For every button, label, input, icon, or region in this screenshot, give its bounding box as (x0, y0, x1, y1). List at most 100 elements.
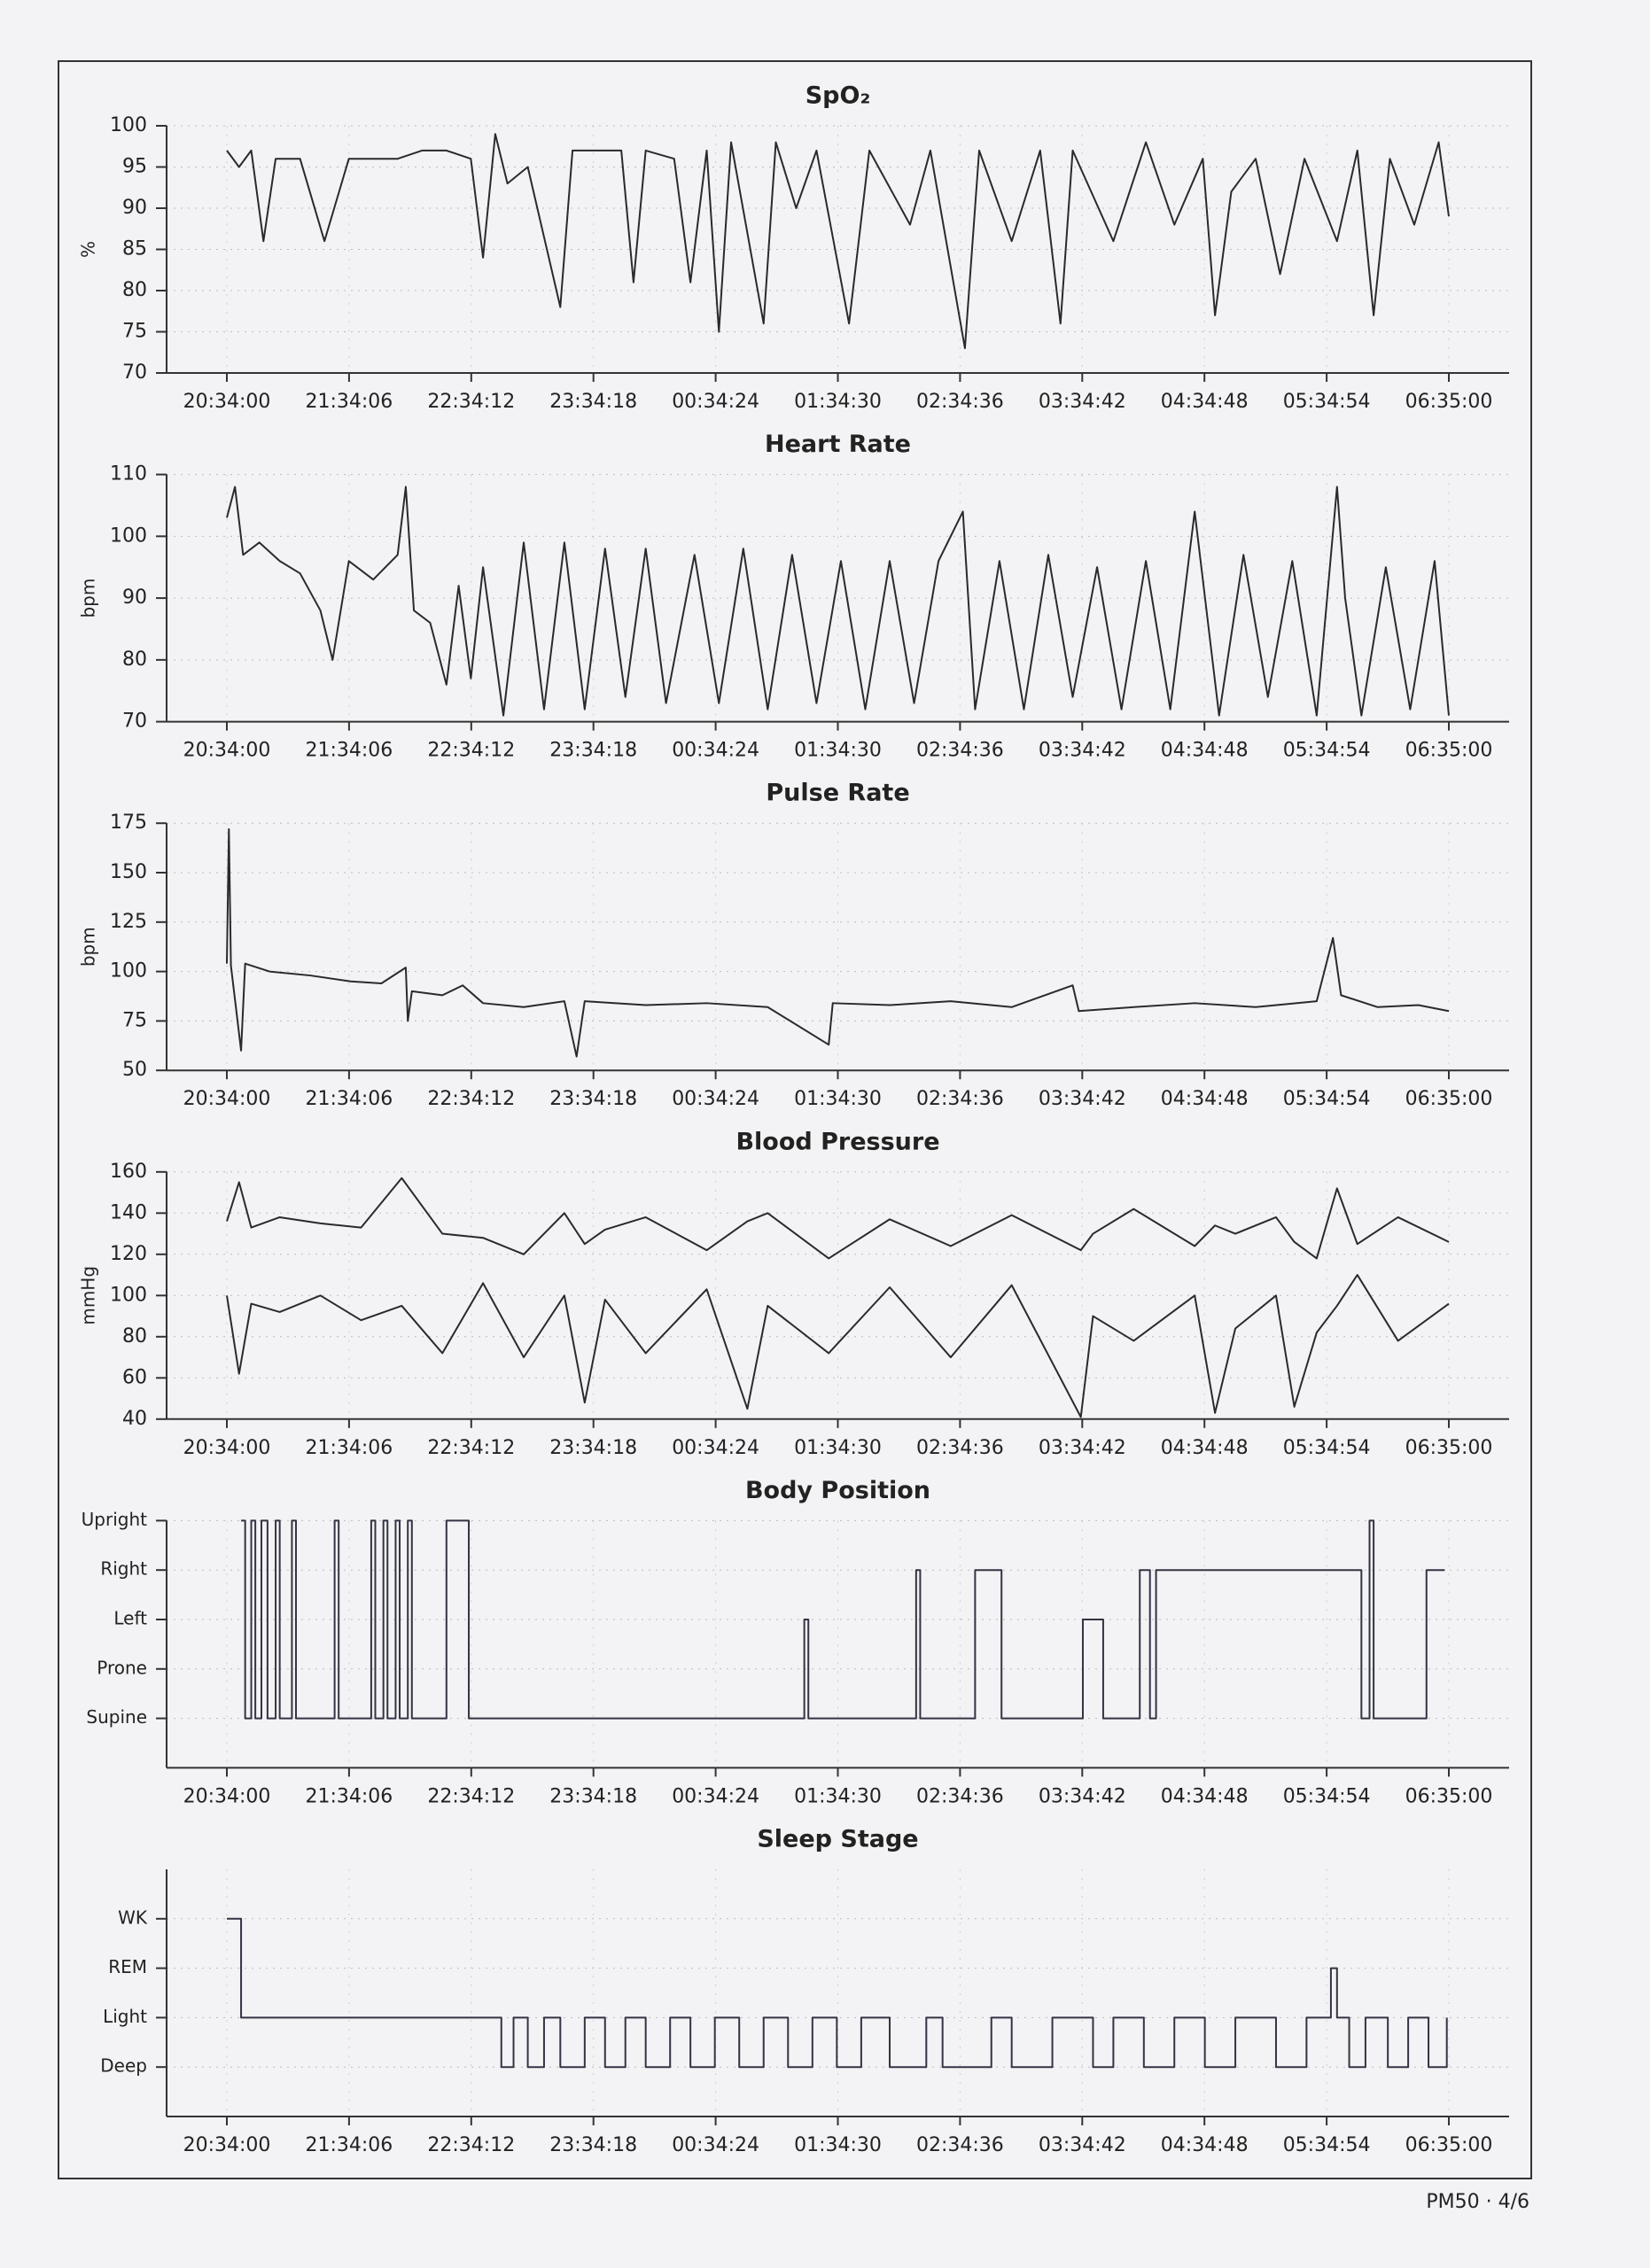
data-line (226, 827, 1450, 1058)
x-tick-label: 20:34:00 (183, 2134, 271, 2156)
y-tick-label: 75 (122, 321, 147, 343)
x-tick-label: 21:34:06 (305, 2134, 393, 2156)
x-tick-label: 20:34:00 (183, 1088, 271, 1110)
chart-title: Heart Rate (765, 431, 911, 458)
y-tick-label: Light (103, 2006, 147, 2027)
x-tick-label: 03:34:42 (1039, 1088, 1126, 1110)
x-tick-label: 01:34:30 (794, 2134, 882, 2156)
x-tick-label: 01:34:30 (794, 1437, 882, 1459)
x-tick-label: 23:34:18 (549, 740, 637, 762)
page-frame (58, 60, 1532, 2179)
y-tick-label: 60 (122, 1366, 147, 1388)
y-axis-label: % (78, 241, 99, 258)
x-tick-label: 06:35:00 (1405, 391, 1493, 413)
x-tick-label: 01:34:30 (794, 1088, 882, 1110)
y-tick-label: 140 (110, 1201, 147, 1223)
y-tick-label: Left (113, 1608, 147, 1629)
x-tick-label: 02:34:36 (916, 2134, 1004, 2156)
footer: PM50 · 4/6 (1426, 2191, 1529, 2213)
x-tick-label: 06:35:00 (1405, 740, 1493, 762)
y-tick-label: 90 (122, 197, 147, 219)
x-tick-label: 01:34:30 (794, 740, 882, 762)
data-line (226, 133, 1450, 350)
chart-title: Pulse Rate (766, 780, 909, 807)
x-tick-label: 21:34:06 (305, 1785, 393, 1807)
x-tick-label: 02:34:36 (916, 1437, 1004, 1459)
chart-title: Sleep Stage (757, 1826, 918, 1853)
x-tick-label: 00:34:24 (672, 740, 759, 762)
y-tick-label: 120 (110, 1243, 147, 1265)
x-tick-label: 01:34:30 (794, 391, 882, 413)
y-tick-label: Supine (86, 1706, 147, 1728)
y-tick-label: REM (108, 1956, 147, 1977)
x-tick-label: 03:34:42 (1039, 1437, 1126, 1459)
x-tick-label: 22:34:12 (427, 391, 515, 413)
y-tick-label: Deep (100, 2055, 147, 2077)
y-tick-label: 100 (110, 524, 147, 547)
x-tick-label: 20:34:00 (183, 1437, 271, 1459)
x-tick-label: 23:34:18 (549, 1785, 637, 1807)
x-tick-label: 06:35:00 (1405, 1785, 1493, 1807)
x-tick-label: 21:34:06 (305, 1437, 393, 1459)
y-axis-label: bpm (78, 927, 99, 967)
x-tick-label: 05:34:54 (1283, 740, 1371, 762)
chart-title: Body Position (745, 1477, 930, 1504)
y-tick-label: 80 (122, 649, 147, 671)
y-tick-label: Right (100, 1558, 147, 1580)
data-line (227, 1917, 1448, 2069)
y-tick-label: 110 (110, 463, 147, 485)
y-tick-label: 75 (122, 1009, 147, 1031)
x-tick-label: 23:34:18 (549, 2134, 637, 2156)
x-tick-label: 22:34:12 (427, 740, 515, 762)
y-tick-label: 95 (122, 156, 147, 178)
x-tick-label: 02:34:36 (916, 391, 1004, 413)
x-tick-label: 22:34:12 (427, 2134, 515, 2156)
x-tick-label: 04:34:48 (1161, 1785, 1249, 1807)
x-tick-label: 20:34:00 (183, 1785, 271, 1807)
x-tick-label: 20:34:00 (183, 391, 271, 413)
y-tick-label: WK (118, 1907, 148, 1928)
y-axis-label: mmHg (78, 1266, 99, 1325)
x-tick-label: 23:34:18 (549, 391, 637, 413)
x-tick-label: 00:34:24 (672, 391, 759, 413)
x-tick-label: 05:34:54 (1283, 1785, 1371, 1807)
x-tick-label: 05:34:54 (1283, 1437, 1371, 1459)
x-tick-label: 04:34:48 (1161, 391, 1249, 413)
x-tick-label: 03:34:42 (1039, 391, 1126, 413)
x-tick-label: 23:34:18 (549, 1088, 637, 1110)
x-tick-label: 02:34:36 (916, 1088, 1004, 1110)
x-tick-label: 04:34:48 (1161, 740, 1249, 762)
x-tick-label: 05:34:54 (1283, 391, 1371, 413)
data-line (241, 1519, 1445, 1720)
y-tick-label: 175 (110, 812, 147, 834)
y-tick-label: 125 (110, 911, 147, 933)
x-tick-label: 05:34:54 (1283, 2134, 1371, 2156)
x-tick-label: 00:34:24 (672, 1785, 759, 1807)
x-tick-label: 22:34:12 (427, 1088, 515, 1110)
x-tick-label: 02:34:36 (916, 740, 1004, 762)
y-tick-label: 70 (122, 361, 147, 384)
x-tick-label: 04:34:48 (1161, 1088, 1249, 1110)
y-tick-label: 40 (122, 1408, 147, 1430)
y-tick-label: 80 (122, 1325, 147, 1348)
y-tick-label: 160 (110, 1161, 147, 1183)
x-tick-label: 21:34:06 (305, 391, 393, 413)
y-tick-label: 85 (122, 238, 147, 260)
x-tick-label: 00:34:24 (672, 2134, 759, 2156)
x-tick-label: 00:34:24 (672, 1437, 759, 1459)
chart-title: Blood Pressure (735, 1128, 939, 1155)
data-line (226, 485, 1450, 717)
y-tick-label: 150 (110, 861, 147, 883)
y-tick-label: 100 (110, 114, 147, 136)
chart-title: SpO₂ (806, 82, 871, 110)
x-tick-label: 04:34:48 (1161, 2134, 1249, 2156)
x-tick-label: 03:34:42 (1039, 740, 1126, 762)
y-tick-label: Prone (97, 1657, 147, 1678)
y-tick-label: Upright (82, 1509, 147, 1530)
x-tick-label: 02:34:36 (916, 1785, 1004, 1807)
y-tick-label: 70 (122, 711, 147, 733)
y-tick-label: 100 (110, 1284, 147, 1306)
x-tick-label: 03:34:42 (1039, 1785, 1126, 1807)
